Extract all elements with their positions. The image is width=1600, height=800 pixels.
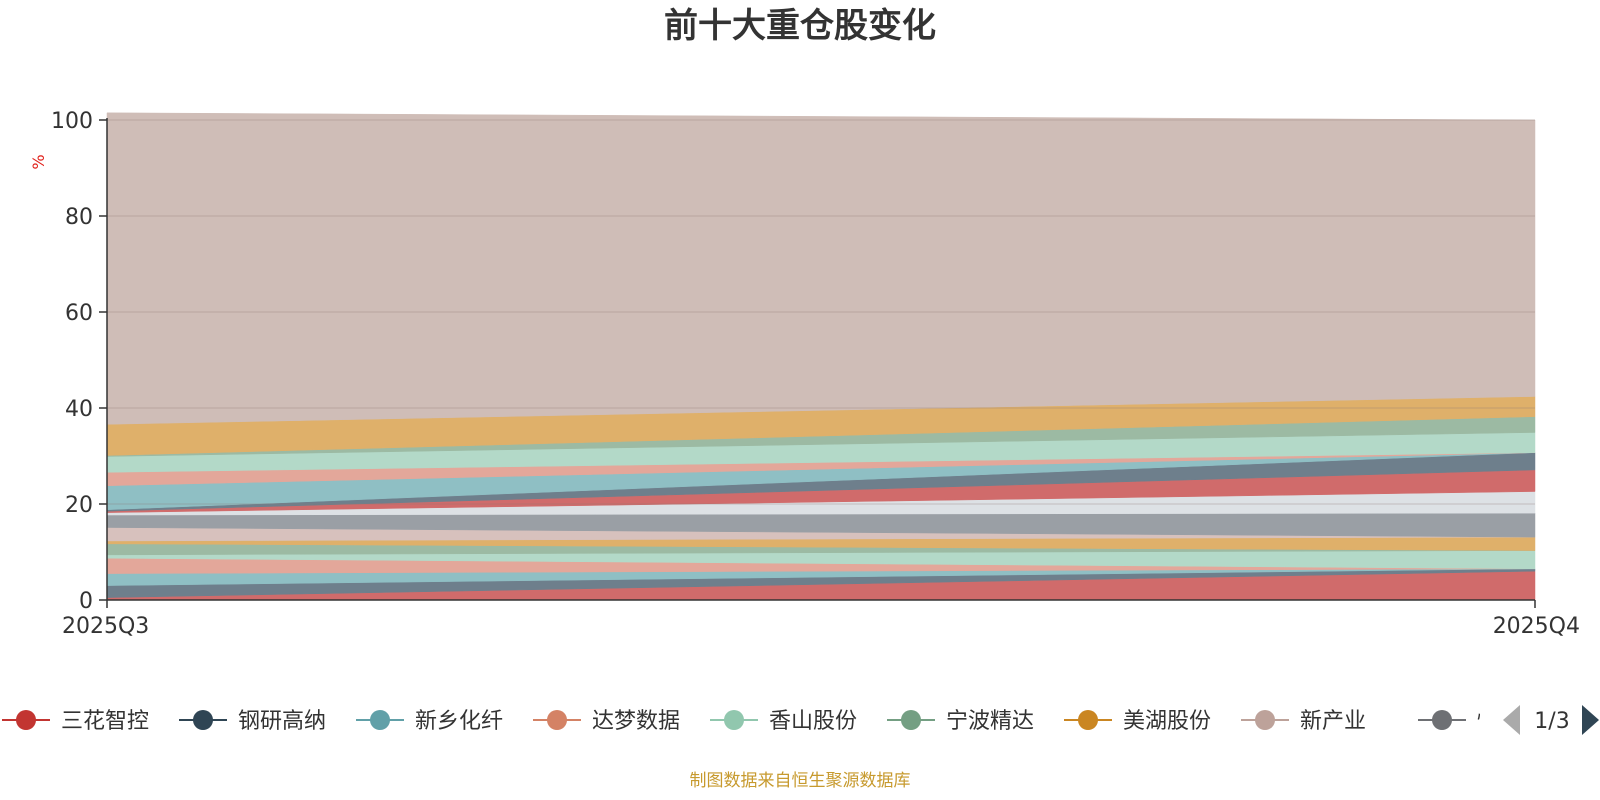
- legend-label: 宁波精达: [946, 709, 1034, 734]
- data-source-note: 制图数据来自恒生聚源数据库: [690, 771, 911, 791]
- legend-marker-icon: [547, 710, 567, 730]
- legend-item-3[interactable]: 新乡化纤: [356, 709, 503, 734]
- y-tick-label-60: 60: [65, 301, 93, 326]
- legend-marker-icon: [1255, 710, 1275, 730]
- x-tick-label-1: 2025Q3: [62, 614, 149, 639]
- legend-marker-icon: [16, 710, 36, 730]
- legend-item-1[interactable]: 三花智控: [2, 709, 149, 734]
- legend-label: 三花智控: [61, 709, 149, 734]
- legend-item-5[interactable]: 香山股份: [710, 709, 857, 734]
- legend-label: 新乡化纤: [415, 709, 503, 734]
- legend-marker-icon: [724, 710, 744, 730]
- legend-marker-icon: [193, 710, 213, 730]
- legend-item-7[interactable]: 美湖股份: [1064, 709, 1211, 734]
- legend-pager: 1/3: [1503, 705, 1599, 735]
- legend-label: 达梦数据: [592, 709, 680, 734]
- grid-lines: [107, 119, 1535, 505]
- legend-item-9[interactable]: 恒立: [1418, 709, 1521, 734]
- legend-marker-icon: [1078, 710, 1098, 730]
- legend: 三花智控 钢研高纳 新乡化纤 达梦数据 香山股份 宁波精达 美湖股份 新产业 恒立: [2, 709, 1521, 734]
- y-axis-unit: %: [29, 154, 48, 169]
- y-tick-label-80: 80: [65, 205, 93, 230]
- legend-prev-page-icon[interactable]: [1503, 705, 1520, 735]
- legend-marker-icon: [370, 710, 390, 730]
- legend-label: 新产业: [1300, 709, 1366, 734]
- y-tick-label-20: 20: [65, 493, 93, 518]
- y-tick-label-100: 100: [51, 109, 93, 134]
- x-tick-label-2: 2025Q4: [1493, 614, 1580, 639]
- legend-label: 美湖股份: [1123, 709, 1211, 734]
- legend-item-2[interactable]: 钢研高纳: [179, 709, 326, 734]
- y-tick-label-0: 0: [79, 589, 93, 614]
- chart-title: 前十大重仓股变化: [664, 6, 936, 46]
- legend-item-4[interactable]: 达梦数据: [533, 709, 680, 734]
- legend-marker-icon: [1432, 710, 1452, 730]
- legend-label: 香山股份: [769, 709, 857, 734]
- area-series-18: [106, 112, 1536, 425]
- legend-label: 恒立: [1477, 709, 1521, 734]
- y-tick-label-40: 40: [65, 397, 93, 422]
- legend-marker-icon: [901, 710, 921, 730]
- legend-label: 钢研高纳: [238, 709, 326, 734]
- axes: 0 20 40 60 80 100 2025Q3 2025Q4: [51, 109, 1580, 639]
- legend-item-8[interactable]: 新产业: [1241, 709, 1366, 734]
- stacked-areas: [106, 112, 1536, 601]
- legend-page-indicator: 1/3: [1534, 709, 1569, 734]
- legend-next-page-icon[interactable]: [1582, 705, 1599, 735]
- legend-item-6[interactable]: 宁波精达: [887, 709, 1034, 734]
